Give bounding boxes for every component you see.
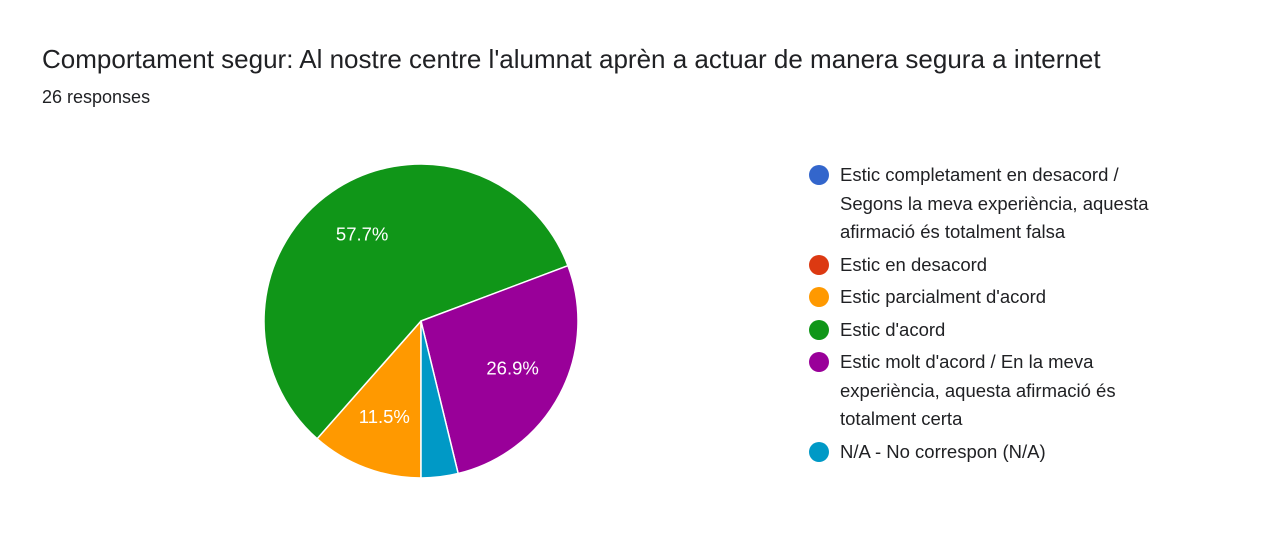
chart-subtitle: 26 responses	[42, 87, 151, 107]
pie-slice	[316, 319, 422, 479]
legend-item: Estic en desacord	[808, 251, 1180, 280]
legend-swatch	[809, 165, 829, 185]
legend-item: Estic molt d'acord / En la meva experièn…	[808, 348, 1180, 434]
legend-item: N/A - No correspon (N/A)	[808, 438, 1180, 467]
legend-item: Estic d'acord	[808, 316, 1180, 345]
legend-item: Estic completament en desacord / Segons …	[808, 161, 1180, 247]
pie-slice	[263, 163, 569, 440]
slice-label: 11.5%	[359, 406, 410, 427]
legend-swatch	[809, 441, 829, 462]
legend-swatch	[809, 352, 829, 372]
legend-label: N/A - No correspon (N/A)	[840, 440, 1046, 462]
legend-label: Estic parcialment d'acord	[840, 286, 1047, 307]
legend-label: Estic d'acord	[840, 318, 946, 340]
legend-label: Estic molt d'acord / En la meva experièn…	[840, 351, 1116, 429]
legend-label: Estic completament en desacord / Segons …	[840, 164, 1149, 242]
legend-item: Estic parcialment d'acord	[808, 283, 1180, 312]
pie-slice	[420, 264, 579, 475]
legend-swatch	[809, 319, 829, 340]
legend-swatch	[809, 287, 829, 307]
legend-swatch	[809, 254, 829, 275]
legend: Estic completament en desacord / Segons …	[808, 161, 1188, 470]
pie-slice	[420, 320, 460, 479]
legend-label: Estic en desacord	[840, 253, 988, 275]
chart-title: Comportament segur: Al nostre centre l'a…	[42, 44, 1101, 74]
slice-label: 57.7%	[336, 224, 388, 245]
slice-label: 26.9%	[486, 357, 538, 378]
